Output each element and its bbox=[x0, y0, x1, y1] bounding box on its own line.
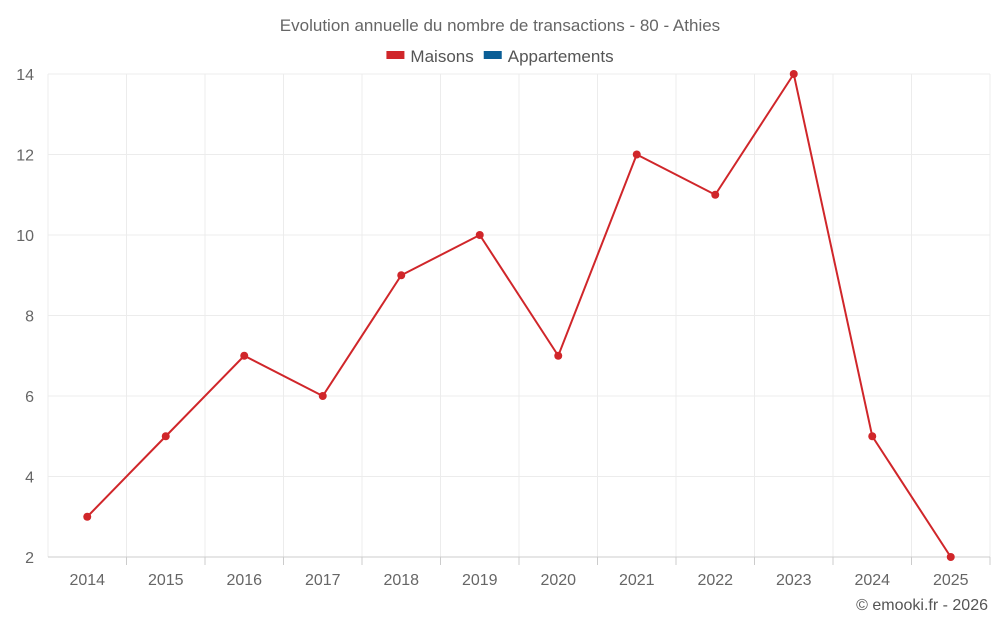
x-tick-label: 2014 bbox=[69, 572, 105, 589]
x-tick-label: 2018 bbox=[383, 572, 419, 589]
grid bbox=[47, 73, 991, 558]
y-axis: 2 4 6 8 10 12 14 bbox=[16, 67, 34, 567]
x-tick-label: 2017 bbox=[305, 572, 341, 589]
y-tick-label: 2 bbox=[25, 550, 34, 567]
y-tick-label: 12 bbox=[16, 148, 34, 165]
data-point[interactable] bbox=[868, 432, 877, 441]
y-tick-label: 10 bbox=[16, 228, 34, 245]
data-point[interactable] bbox=[632, 150, 641, 159]
legend-label: Appartements bbox=[508, 47, 614, 66]
legend-swatch bbox=[483, 51, 502, 59]
x-tick-label: 2016 bbox=[226, 572, 262, 589]
chart-title: Evolution annuelle du nombre de transact… bbox=[280, 16, 720, 35]
data-point[interactable] bbox=[789, 70, 798, 78]
x-tick-label: 2024 bbox=[854, 572, 890, 589]
x-tick-label: 2023 bbox=[776, 572, 812, 589]
x-tick-label: 2019 bbox=[462, 572, 498, 589]
data-point[interactable] bbox=[83, 512, 92, 521]
legend-item-appartements[interactable]: Appartements bbox=[483, 47, 614, 66]
series-line-maisons bbox=[86, 71, 952, 558]
data-point[interactable] bbox=[318, 392, 327, 400]
x-axis: 2014 2015 2016 2017 2018 2019 2020 2021 2022 2023… bbox=[48, 556, 991, 589]
x-tick-label: 2025 bbox=[933, 572, 969, 589]
data-point[interactable] bbox=[397, 271, 406, 280]
data-point[interactable] bbox=[554, 351, 563, 360]
data-point[interactable] bbox=[711, 190, 720, 199]
series-group bbox=[83, 70, 955, 561]
data-point[interactable] bbox=[161, 432, 170, 441]
x-tick-label: 2021 bbox=[619, 572, 655, 589]
legend-item-maisons[interactable]: Maisons bbox=[386, 47, 474, 66]
legend: Maisons Appartements bbox=[386, 47, 614, 66]
x-tick-label: 2022 bbox=[697, 572, 733, 589]
data-point[interactable] bbox=[946, 553, 955, 561]
legend-swatch bbox=[386, 51, 405, 59]
x-tick-label: 2015 bbox=[148, 572, 184, 589]
legend-label: Maisons bbox=[410, 47, 473, 66]
credit-text: © emooki.fr - 2026 bbox=[856, 597, 988, 614]
y-tick-label: 6 bbox=[25, 389, 34, 406]
y-tick-label: 14 bbox=[16, 67, 34, 84]
data-point[interactable] bbox=[475, 231, 484, 239]
x-tick-label: 2020 bbox=[540, 572, 576, 589]
y-tick-label: 4 bbox=[25, 470, 34, 487]
y-tick-label: 8 bbox=[25, 309, 34, 326]
data-point[interactable] bbox=[240, 351, 249, 360]
